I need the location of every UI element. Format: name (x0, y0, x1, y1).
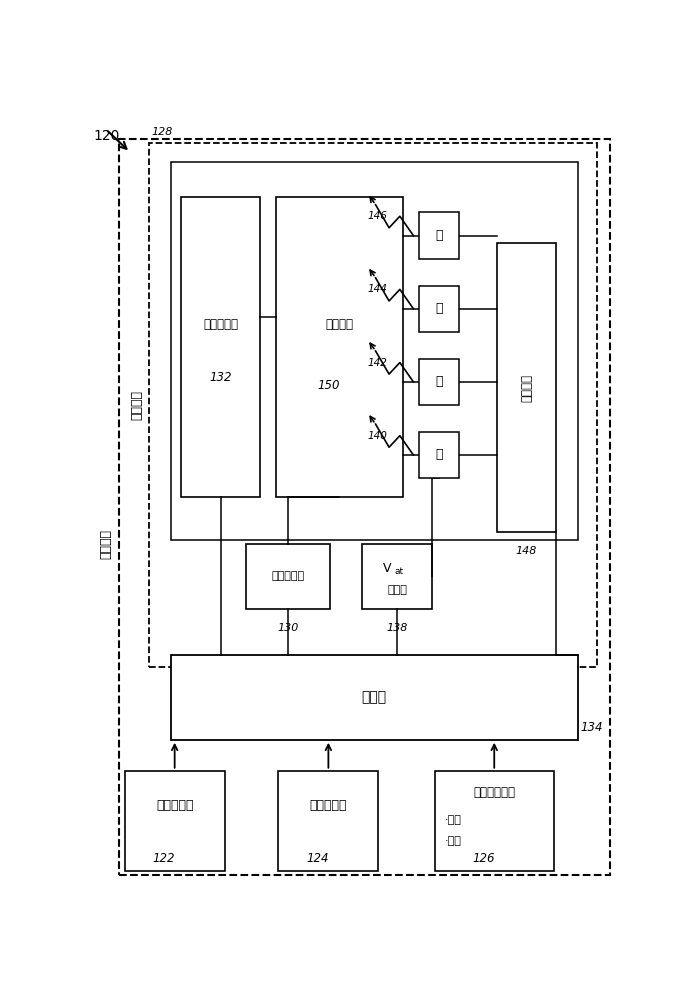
Text: 138: 138 (386, 623, 408, 633)
Bar (419, 212, 459, 259)
Text: 扫描驱动器: 扫描驱动器 (271, 571, 304, 581)
Text: 126: 126 (472, 852, 495, 865)
Bar (419, 286, 459, 332)
Bar (182, 197, 260, 497)
Bar (419, 359, 459, 405)
Bar (362, 544, 432, 609)
Bar (246, 544, 330, 609)
Text: 白: 白 (435, 229, 443, 242)
Text: 红: 红 (435, 448, 443, 461)
Bar (125, 771, 225, 871)
Text: 142: 142 (367, 358, 388, 368)
Text: 140: 140 (367, 431, 388, 441)
Text: V: V (383, 562, 392, 575)
Text: ·硬件: ·硬件 (445, 836, 461, 846)
Text: 120: 120 (93, 129, 120, 143)
Text: 主机装置: 主机装置 (100, 529, 112, 559)
Text: 用户输入模块: 用户输入模块 (473, 786, 515, 799)
Bar (171, 162, 578, 540)
Text: 控制器: 控制器 (362, 690, 387, 704)
Text: 130: 130 (277, 623, 299, 633)
Text: 148: 148 (516, 546, 537, 556)
Text: at: at (395, 567, 404, 576)
Text: 128: 128 (152, 127, 173, 137)
Text: 光调制器: 光调制器 (325, 318, 353, 331)
Text: 122: 122 (152, 852, 175, 865)
Text: 主机处理器: 主机处理器 (156, 799, 193, 812)
Text: 146: 146 (367, 211, 388, 221)
Bar (149, 143, 596, 667)
Text: 144: 144 (367, 284, 388, 294)
Bar (497, 243, 556, 532)
Bar (419, 432, 459, 478)
Text: 134: 134 (580, 721, 603, 734)
Text: 灯驱动器: 灯驱动器 (520, 374, 533, 402)
Text: ·软件: ·软件 (445, 815, 461, 825)
Text: 数据驱动器: 数据驱动器 (203, 318, 238, 331)
Bar (278, 771, 379, 871)
Text: 124: 124 (306, 852, 329, 865)
Text: 驱动器: 驱动器 (387, 585, 407, 595)
Text: 150: 150 (317, 379, 340, 392)
Bar (435, 771, 553, 871)
Text: 环境传感器: 环境传感器 (310, 799, 347, 812)
Text: 绿: 绿 (435, 375, 443, 388)
Bar (171, 655, 578, 740)
Bar (276, 197, 402, 497)
Text: 显示设备: 显示设备 (131, 390, 143, 420)
Text: 蓝: 蓝 (435, 302, 443, 315)
Text: 132: 132 (209, 371, 232, 384)
